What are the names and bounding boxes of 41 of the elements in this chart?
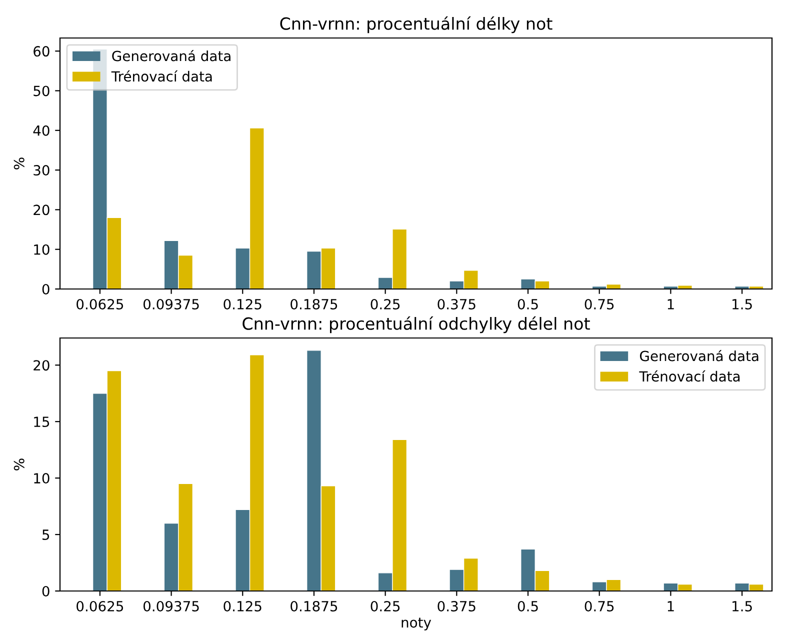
x-tick-label: 1 [668,299,674,310]
y-tick-label: 20 [34,360,50,371]
x-tick-label: 1.5 [732,299,752,310]
x-tick-label: 0.125 [224,600,262,612]
y-tick-label: 10 [34,244,50,255]
y-tick-label: 10 [34,473,50,484]
y-axis-title: % [14,158,24,170]
x-tick-label: 0.375 [438,600,476,612]
x-tick-label: 0.125 [224,298,262,310]
legend-label: Trénovací data [639,370,740,382]
x-tick-label: 1 [668,601,674,612]
x-tick-label: 0.25 [370,600,400,612]
y-tick-label: 60 [34,46,50,57]
x-tick-label: 0.1875 [290,600,338,612]
x-tick-label: 1.5 [732,601,752,612]
x-tick-label: 0.75 [584,600,614,612]
y-tick-label: 30 [34,165,50,176]
x-tick-label: 0.5 [518,600,538,612]
chart-title: Cnn-vrnn: procentuální odchylky délel not [242,316,590,334]
x-tick-label: 0.0625 [76,298,124,310]
x-tick-label: 0.75 [584,298,614,310]
legend-label: Trénovací data [111,70,212,82]
legend-label: Generovaná data [112,50,230,62]
y-tick-label: 5 [42,530,50,540]
x-tick-label: 0.1875 [290,298,338,310]
x-tick-label: 0.0625 [76,600,124,612]
chart-title: Cnn-vrnn: procentuální délky not [280,16,552,34]
y-tick-label: 15 [34,416,50,428]
x-tick-label: 0.25 [370,298,400,310]
x-tick-label: 0.09375 [143,298,199,310]
y-tick-label: 0 [42,284,50,294]
y-tick-label: 0 [42,586,50,596]
x-axis-title: noty [402,618,432,630]
x-tick-label: 0.09375 [143,600,199,612]
y-tick-label: 50 [34,86,50,96]
x-tick-label: 0.375 [438,298,476,310]
legend-label: Generovaná data [640,350,758,362]
y-tick-label: 40 [33,125,50,136]
y-axis-title: % [14,458,24,470]
x-tick-label: 0.5 [518,298,538,310]
y-tick-label: 20 [34,204,50,216]
